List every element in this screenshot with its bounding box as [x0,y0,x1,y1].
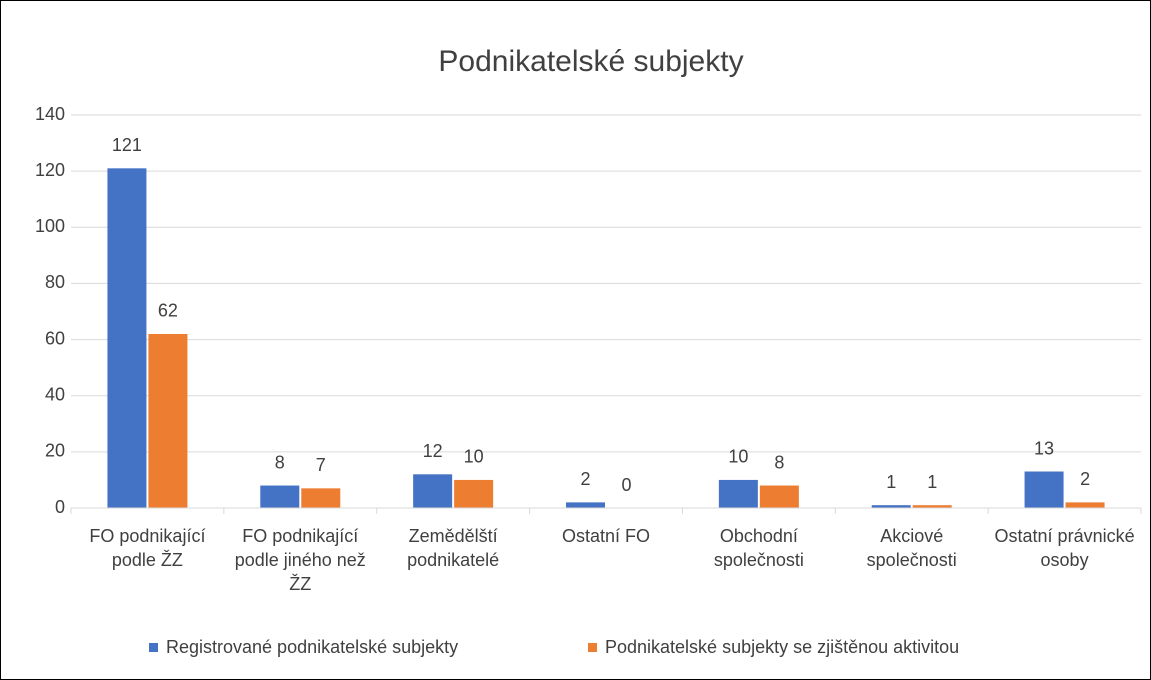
x-tick-label: Ostatní právnické osoby [994,526,1135,570]
x-tick-label: Akciové společnosti [866,526,957,570]
x-tick-label: Obchodní společnosti [713,526,804,570]
x-tick-label: FO podnikající podle ŽZ [89,526,206,570]
data-label: 121 [112,135,142,155]
bar [912,505,952,508]
y-tick-label: 80 [45,272,65,292]
y-tick-label: 40 [45,384,65,404]
data-label: 8 [275,452,285,472]
data-label: 10 [728,447,748,467]
data-label: 13 [1034,438,1054,458]
data-label: 2 [580,469,590,489]
data-label: 7 [316,455,326,475]
bar [413,474,453,508]
legend-item: Registrované podnikatelské subjekty [149,637,458,658]
y-tick-label: 20 [45,441,65,461]
y-tick-label: 140 [35,104,65,124]
data-label: 2 [1080,469,1090,489]
y-tick-label: 100 [35,216,65,236]
bar [148,333,188,508]
data-label: 10 [464,447,484,467]
legend-item: Podnikatelské subjekty se zjištěnou akti… [588,637,959,658]
bar [301,488,341,508]
x-tick-label: FO podnikající podle jiného než ŽZ [234,526,366,594]
bar [107,168,147,509]
data-label: 1 [927,472,937,492]
y-tick-label: 60 [45,328,65,348]
legend-swatch [149,643,158,652]
data-label: 12 [423,441,443,461]
y-tick-label: 120 [35,160,65,180]
bar [260,485,300,508]
data-label: 8 [774,452,784,472]
bar [1024,471,1064,508]
bar [566,502,605,508]
chart-title: Podnikatelské subjekty [438,45,743,78]
legend-swatch [588,643,597,652]
legend-label: Podnikatelské subjekty se zjištěnou akti… [605,637,960,657]
bar [871,505,911,508]
x-tick-label: Ostatní FO [561,526,650,546]
legend-label: Registrované podnikatelské subjekty [166,637,459,657]
bar [454,479,494,508]
bar [1065,502,1105,508]
x-tick-label: Zemědělští podnikatelé [407,526,500,570]
bar [718,479,758,508]
bar [759,485,799,508]
data-label: 0 [621,475,631,495]
data-label: 62 [158,301,178,321]
y-tick-label: 0 [55,497,65,517]
data-label: 1 [886,472,896,492]
